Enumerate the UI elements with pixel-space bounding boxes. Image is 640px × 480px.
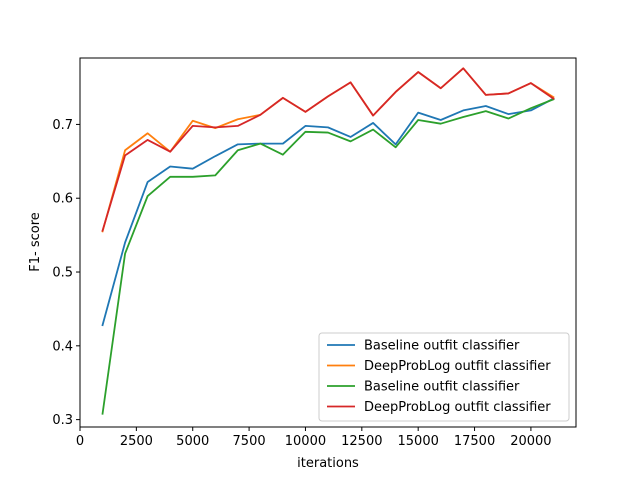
y-tick-label: 0.5	[52, 266, 73, 281]
y-axis: 0.3 0.4 0.5 0.6 0.7	[52, 118, 80, 428]
y-tick-label: 0.3	[52, 413, 73, 428]
series-line-3	[101, 98, 555, 415]
x-tick-label: 10000	[285, 434, 326, 449]
x-tick-label: 17500	[454, 434, 495, 449]
y-tick-label: 0.4	[52, 339, 73, 354]
x-tick-label: 12500	[341, 434, 382, 449]
legend-box	[318, 332, 570, 422]
legend: Baseline outfit classifier DeepProbLog ou…	[318, 332, 570, 422]
x-tick-label: 20000	[510, 434, 551, 449]
x-tick-label: 7500	[233, 434, 266, 449]
legend-label: DeepProbLog outfit classifier	[364, 359, 551, 374]
y-tick-label: 0.6	[52, 192, 73, 207]
axes-frame	[79, 57, 577, 428]
legend-label: DeepProbLog outfit classifier	[364, 400, 551, 415]
series-line-4	[101, 67, 555, 232]
series-lines	[101, 67, 555, 415]
x-tick-label: 0	[76, 434, 84, 449]
x-axis: 0 2500 5000 7500 10000 12500 15000 17500 20000	[76, 427, 552, 449]
x-tick-label: 5000	[176, 434, 209, 449]
series-line-1	[101, 97, 555, 327]
legend-label: Baseline outfit classifier	[364, 380, 520, 395]
x-axis-label: iterations	[297, 456, 359, 471]
x-tick-label: 15000	[398, 434, 439, 449]
legend-label: Baseline outfit classifier	[364, 339, 520, 354]
y-tick-label: 0.7	[52, 118, 73, 133]
y-axis-label: F1- score	[28, 212, 43, 272]
x-tick-label: 2500	[120, 434, 153, 449]
